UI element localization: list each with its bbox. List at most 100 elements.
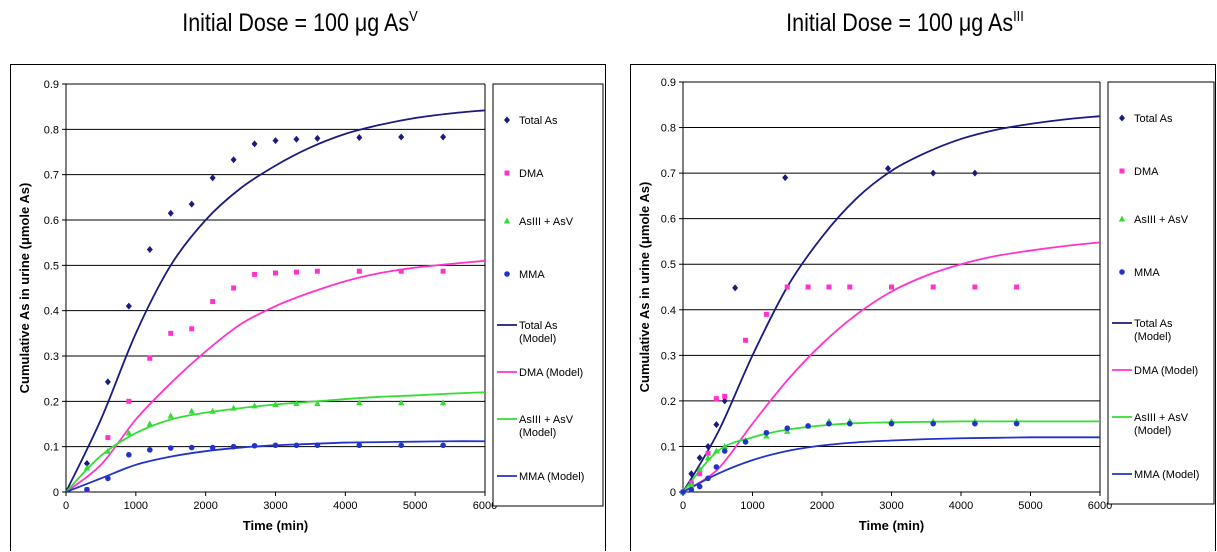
- data-point-total-as: [440, 133, 447, 141]
- x-tick-label: 5000: [1018, 500, 1042, 512]
- data-point-total-as: [930, 169, 937, 177]
- data-point-mma: [126, 452, 132, 458]
- legend-label: DMA: [519, 168, 544, 180]
- data-point-asiii-asv: [104, 447, 112, 454]
- data-point-asiii-asv: [314, 400, 321, 407]
- legend-label: (Model): [519, 427, 556, 439]
- x-tick-label: 2000: [810, 500, 834, 512]
- x-tick-label: 5000: [403, 500, 427, 512]
- data-point-dma: [805, 284, 811, 290]
- legend-key-asiii-asv: [503, 217, 511, 224]
- data-point-mma: [293, 442, 300, 449]
- data-point-asiii-asv: [272, 401, 279, 408]
- legend-label: MMA: [1134, 267, 1160, 279]
- data-point-dma: [398, 268, 404, 274]
- data-point-total-as: [713, 421, 720, 429]
- x-tick-label: 0: [680, 500, 686, 512]
- data-point-total-as: [885, 165, 892, 173]
- data-point-dma: [168, 330, 174, 336]
- y-tick-label: 0.4: [44, 306, 59, 318]
- legend-key-asiii-asv: [1118, 215, 1126, 222]
- x-tick-label: 3000: [263, 500, 287, 512]
- legend-key-mma: [1119, 269, 1125, 275]
- data-point-total-as: [272, 137, 279, 145]
- chart-title-right: Initial Dose = 100 μg AsIII: [786, 8, 1024, 37]
- data-point-dma: [763, 311, 769, 317]
- data-point-mma: [440, 442, 446, 449]
- data-point-dma: [440, 268, 446, 274]
- model-line-dma-model: [683, 241, 1100, 492]
- data-point-total-as: [705, 442, 712, 450]
- data-point-dma: [356, 268, 362, 274]
- legend-key-mma: [504, 271, 510, 277]
- data-point-dma: [1014, 284, 1020, 290]
- data-point-mma: [251, 442, 258, 449]
- legend-label: (Model): [519, 333, 556, 345]
- data-point-dma: [722, 393, 728, 399]
- y-axis-label: Cumulative As in urine (μmole As): [17, 183, 32, 394]
- y-tick-label: 0.6: [44, 215, 59, 227]
- data-point-mma: [188, 444, 195, 451]
- data-point-total-as: [209, 174, 216, 182]
- x-tick-label: 2000: [193, 500, 217, 512]
- data-point-dma: [273, 270, 278, 276]
- data-point-asiii-asv: [167, 412, 174, 419]
- data-point-total-as: [167, 209, 174, 217]
- y-tick-label: 0.5: [661, 259, 676, 271]
- data-point-total-as: [782, 174, 789, 182]
- data-point-total-as: [230, 156, 237, 164]
- data-point-total-as: [251, 140, 258, 148]
- data-point-dma: [889, 284, 894, 290]
- data-point-asiii-asv: [230, 404, 237, 411]
- legend-label: (Model): [1134, 331, 1171, 343]
- data-point-asiii-asv: [356, 399, 363, 406]
- y-tick-label: 0.4: [661, 305, 676, 317]
- legend-label: Total As: [519, 320, 558, 332]
- legend-label: Total As: [1134, 113, 1173, 125]
- data-point-asiii-asv: [209, 407, 216, 414]
- data-point-dma: [697, 471, 703, 477]
- data-point-total-as: [971, 169, 978, 177]
- data-point-asiii-asv: [125, 429, 133, 436]
- model-line-total-as-model: [683, 115, 1100, 492]
- data-point-total-as: [696, 454, 703, 462]
- data-point-dma: [293, 269, 299, 275]
- data-point-dma: [784, 284, 790, 290]
- data-point-asiii-asv: [696, 465, 703, 472]
- legend-label: AsIII + AsV: [1134, 214, 1189, 226]
- data-point-total-as: [688, 470, 695, 478]
- data-point-total-as: [721, 397, 728, 405]
- chart-left-svg: 0 0.1 0.2 0.3 0.4 0.5 0.6 0.7 0.8 0.9 0 1000 2000 300…: [17, 79, 604, 533]
- x-tick-label: 1000: [740, 500, 764, 512]
- legend-box: [492, 83, 604, 507]
- chart-panel-right: 0 0.1 0.2 0.3 0.4 0.5 0.6 0.7 0.8 0.9 0 1000 2000 300…: [630, 64, 1216, 551]
- data-point-dma: [126, 398, 132, 404]
- legend-label: Total As: [519, 115, 558, 127]
- data-point-mma: [688, 486, 695, 493]
- y-tick-label: 0: [670, 487, 676, 499]
- y-tick-label: 0.6: [661, 214, 676, 226]
- data-point-mma: [713, 464, 720, 470]
- y-tick-label: 0.1: [661, 441, 676, 453]
- data-point-mma: [826, 420, 832, 427]
- data-point-dma: [147, 355, 153, 361]
- data-point-mma: [847, 420, 853, 427]
- series-asiii-asv: [83, 399, 447, 471]
- y-tick-label: 0.2: [44, 396, 59, 408]
- series-mma: [84, 442, 446, 493]
- legend-label: DMA: [1134, 166, 1159, 178]
- data-point-total-as: [293, 135, 300, 143]
- model-line-total-as-model: [66, 109, 485, 492]
- y-tick-label: 0: [53, 487, 59, 499]
- data-point-mma: [84, 486, 90, 493]
- data-point-mma: [888, 420, 895, 427]
- y-tick-label: 0.2: [661, 396, 676, 408]
- data-point-asiii-asv: [146, 420, 153, 427]
- series-mma: [680, 420, 1020, 495]
- data-point-dma: [930, 284, 936, 290]
- legend-label: MMA: [519, 269, 545, 281]
- legend-label: MMA (Model): [519, 471, 584, 483]
- y-tick-label: 0.1: [44, 442, 59, 454]
- data-point-asiii-asv: [713, 447, 720, 454]
- legend-label: Total As: [1134, 318, 1173, 330]
